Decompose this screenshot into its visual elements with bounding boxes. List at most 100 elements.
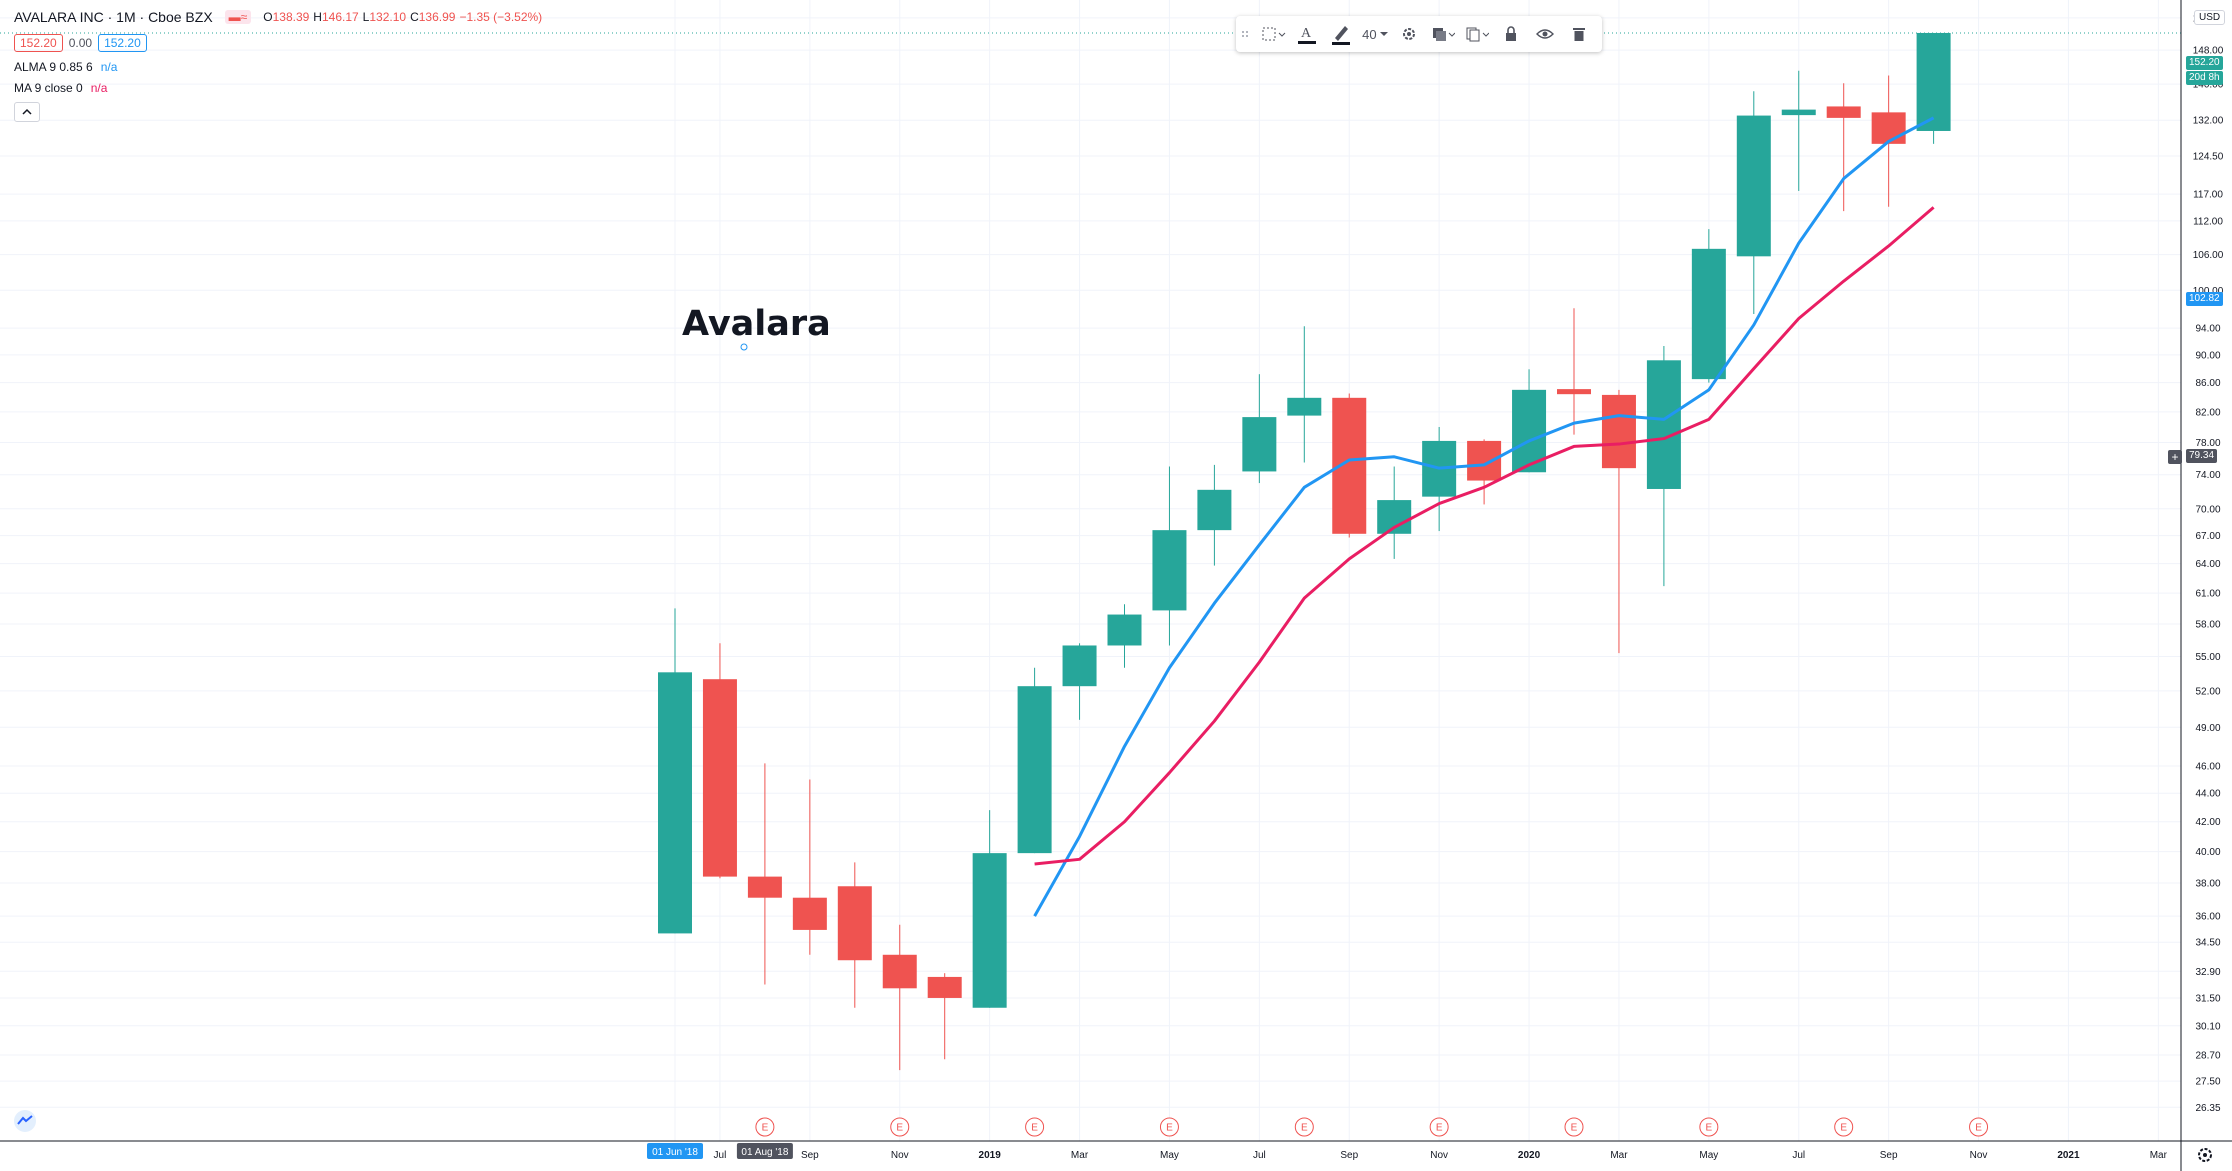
clone-button[interactable] [1460, 20, 1494, 48]
earnings-marker[interactable] [1025, 1117, 1045, 1137]
y-tick-label: 67.00 [2195, 531, 2220, 542]
y-tick-label: 36.00 [2195, 912, 2220, 923]
earnings-marker[interactable] [890, 1117, 910, 1137]
candle [1691, 229, 1726, 383]
annotation-layer: Avalara [682, 304, 831, 351]
settings-button[interactable] [1392, 20, 1426, 48]
candle-body [1197, 489, 1232, 531]
lock-button[interactable] [1494, 20, 1528, 48]
earnings-marker[interactable] [1294, 1117, 1314, 1137]
eye-icon [1535, 29, 1554, 39]
candle [658, 608, 692, 934]
x-tick-label: 2021 [2057, 1150, 2080, 1161]
add-plus-button[interactable]: + [2168, 450, 2182, 464]
candle [1107, 604, 1142, 668]
earnings-marker[interactable] [1834, 1117, 1854, 1137]
candle-body [1242, 417, 1277, 472]
candle [1017, 667, 1052, 854]
select-template-button[interactable] [1256, 20, 1290, 48]
candle-body [658, 672, 692, 934]
ask-price[interactable]: 152.20 [98, 34, 147, 52]
x-tick-label: Mar [1071, 1150, 1089, 1161]
earnings-marker[interactable] [755, 1117, 775, 1137]
ohlc-item: C136.99 [410, 10, 456, 24]
last-price-tag: 152.20 [2186, 56, 2223, 70]
annotation-text[interactable]: Avalara [682, 304, 831, 344]
line-width-select[interactable]: 40 [1358, 20, 1392, 48]
crosshair-price-tag: 79.34 [2186, 449, 2218, 463]
candle-body [1107, 614, 1142, 646]
candle [1062, 643, 1097, 720]
candle-body [1062, 645, 1097, 687]
candle [1197, 464, 1232, 566]
y-tick-label: 74.00 [2195, 470, 2220, 481]
candle-body [1646, 360, 1681, 489]
candle-body [702, 679, 737, 877]
chart-settings-button[interactable] [2194, 1144, 2216, 1166]
x-tick-label: Nov [1970, 1150, 1988, 1161]
indicator-alma[interactable]: ALMA 9 0.85 6 n/a [14, 60, 117, 74]
ohlc-item: H146.17 [313, 10, 359, 24]
earnings-marker-label: E [1975, 1123, 1982, 1134]
collapse-legend-button[interactable] [14, 102, 40, 122]
earnings-marker[interactable] [1564, 1117, 1584, 1137]
spread-value: 0.00 [68, 36, 93, 50]
x-tick-label: Jul [1792, 1150, 1805, 1161]
delete-button[interactable] [1562, 20, 1596, 48]
y-tick-label: 26.35 [2195, 1103, 2220, 1114]
hide-button[interactable] [1528, 20, 1562, 48]
earnings-marker[interactable] [1159, 1117, 1179, 1137]
symbol-title[interactable]: AVALARA INC · 1M · Cboe BZX [14, 9, 213, 25]
earnings-marker[interactable] [1429, 1117, 1449, 1137]
x-tick-label: Mar [1610, 1150, 1628, 1161]
y-tick-label: 38.00 [2195, 879, 2220, 890]
candle-body [1916, 32, 1951, 131]
candle-body [882, 954, 917, 989]
earnings-marker-label: E [896, 1123, 903, 1134]
chevron-up-icon [22, 108, 32, 115]
y-tick-label: 34.50 [2195, 938, 2220, 949]
y-tick-label: 94.00 [2195, 324, 2220, 335]
candle-body [1826, 106, 1861, 118]
bid-price[interactable]: 152.20 [14, 34, 63, 52]
earnings-marker[interactable] [1699, 1117, 1719, 1137]
x-tick-label: 2020 [1518, 1150, 1541, 1161]
y-tick-label: 106.00 [2193, 250, 2224, 261]
currency-button[interactable]: USD [2194, 10, 2226, 25]
countdown-tag: 20d 8h [2186, 71, 2223, 85]
indicator-ma[interactable]: MA 9 close 0 n/a [14, 81, 107, 95]
y-tick-label: 49.00 [2195, 723, 2220, 734]
drag-handle[interactable] [1242, 24, 1250, 44]
candle [1287, 326, 1322, 463]
candle [1601, 389, 1636, 654]
x-tick-label: 2019 [979, 1150, 1002, 1161]
logo-icon [14, 1110, 36, 1132]
y-tick-label: 27.50 [2195, 1077, 2220, 1088]
y-tick-label: 42.00 [2195, 817, 2220, 828]
y-tick-label: 70.00 [2195, 504, 2220, 515]
x-tick-label: May [1699, 1150, 1718, 1161]
line-color-button[interactable] [1324, 20, 1358, 48]
candle [747, 763, 782, 985]
earnings-marker-label: E [1031, 1123, 1038, 1134]
x-tick-label: May [1160, 1150, 1179, 1161]
compare-toggle[interactable]: ▬≈ [224, 10, 252, 24]
candle-body [1467, 440, 1502, 481]
y-tick-label: 132.00 [2193, 116, 2224, 127]
earnings-marker-label: E [1571, 1123, 1578, 1134]
visual-order-button[interactable] [1426, 20, 1460, 48]
candle-body [1781, 109, 1816, 116]
candle-body [927, 976, 962, 998]
earnings-marker[interactable] [1969, 1117, 1989, 1137]
candle [1152, 466, 1187, 646]
candle [702, 643, 737, 879]
y-tick-label: 112.00 [2193, 216, 2223, 227]
y-tick-label: 28.70 [2195, 1050, 2220, 1061]
tradingview-logo-button[interactable] [12, 1108, 38, 1134]
text-color-button[interactable]: A [1290, 20, 1324, 48]
ohlc-item: L132.10 [362, 10, 407, 24]
x-tick-label: Jul [714, 1150, 727, 1161]
x-tick-label: Jul [1253, 1150, 1266, 1161]
